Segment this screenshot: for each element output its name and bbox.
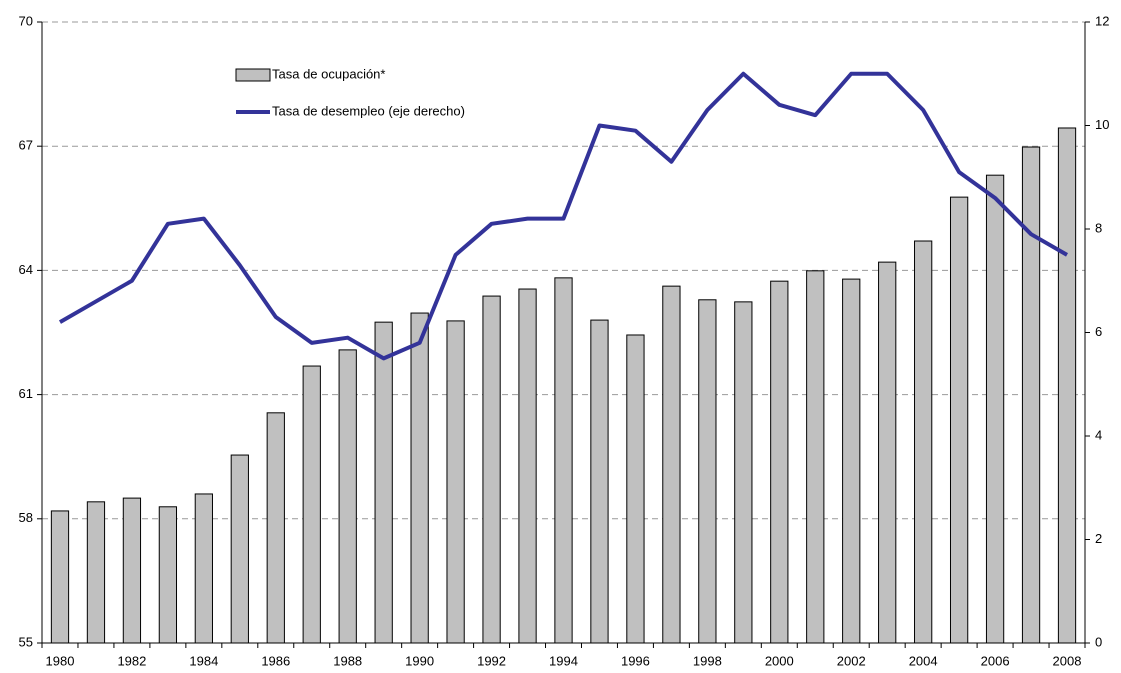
x-tick-label: 2006: [981, 653, 1010, 668]
x-tick-label: 2000: [765, 653, 794, 668]
bar: [949, 196, 969, 644]
bar: [698, 299, 717, 644]
bar: [410, 312, 429, 644]
bar: [1021, 146, 1041, 644]
bar: [626, 334, 645, 644]
x-tick-label: 1982: [117, 653, 146, 668]
bar: [266, 412, 285, 644]
y-tick-label: 61: [19, 386, 33, 401]
bar: [338, 349, 357, 644]
bar: [842, 278, 861, 644]
bar: [482, 295, 501, 644]
legend-key: [235, 68, 271, 82]
x-tick-label: 1992: [477, 653, 506, 668]
bar: [1057, 127, 1077, 644]
bar: [806, 270, 825, 644]
bar: [230, 454, 249, 644]
y2-tick-label: 12: [1095, 13, 1109, 28]
x-tick-label: 1996: [621, 653, 650, 668]
bar: [158, 506, 178, 644]
bar: [662, 285, 681, 644]
y-tick-label: 64: [19, 262, 33, 277]
x-tick-label: 1994: [549, 653, 578, 668]
x-tick-label: 2008: [1053, 653, 1082, 668]
x-tick-label: 1986: [261, 653, 290, 668]
y2-tick-label: 4: [1095, 427, 1102, 442]
x-tick-label: 2004: [909, 653, 938, 668]
y-tick-label: 58: [19, 510, 33, 525]
y-tick-label: 67: [19, 138, 33, 153]
bar: [554, 277, 573, 644]
bar: [50, 510, 70, 644]
y-tick-label: 70: [19, 13, 33, 28]
bar: [446, 320, 465, 644]
y2-tick-label: 0: [1095, 634, 1102, 649]
bar: [590, 319, 609, 644]
bar: [734, 301, 753, 644]
legend-label: Tasa de ocupación*: [272, 66, 385, 81]
legend-label: Tasa de desempleo (eje derecho): [272, 103, 465, 118]
x-tick-label: 1988: [333, 653, 362, 668]
bar: [86, 501, 106, 644]
bar: [878, 261, 897, 644]
x-tick-label: 2002: [837, 653, 866, 668]
bar: [374, 321, 393, 644]
y2-tick-label: 8: [1095, 220, 1102, 235]
x-tick-label: 1984: [189, 653, 218, 668]
bar: [914, 240, 933, 644]
bar: [122, 497, 142, 644]
line: [58, 71, 1069, 361]
bar: [518, 288, 537, 644]
bar: [302, 365, 321, 644]
bar: [770, 280, 789, 644]
y2-tick-label: 2: [1095, 531, 1102, 546]
y2-tick-label: 10: [1095, 117, 1109, 132]
x-tick-label: 1980: [46, 653, 75, 668]
y-tick-label: 55: [19, 634, 33, 649]
y2-tick-label: 6: [1095, 324, 1102, 339]
bar: [985, 174, 1005, 644]
x-tick-label: 1998: [693, 653, 722, 668]
x-tick-label: 1990: [405, 653, 434, 668]
bar: [194, 493, 213, 644]
